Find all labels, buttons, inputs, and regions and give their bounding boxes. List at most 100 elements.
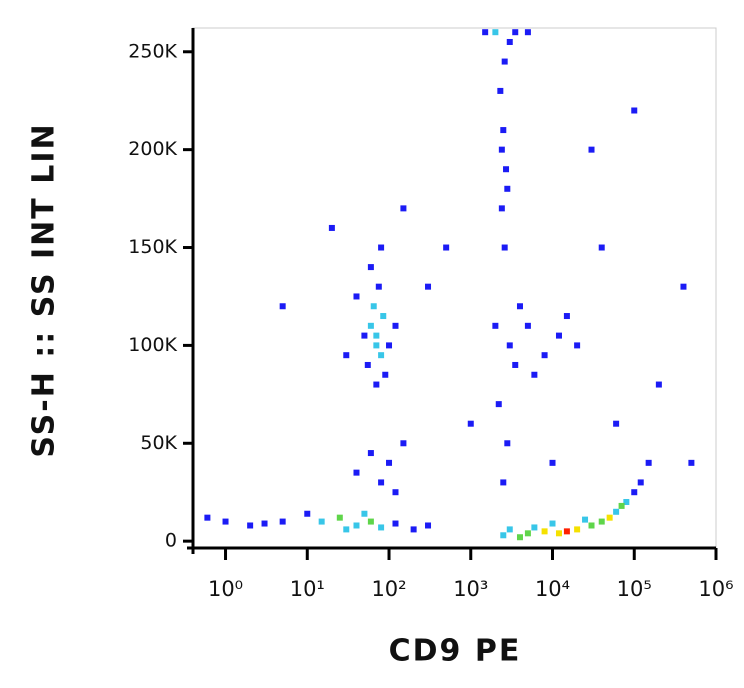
x-tick-label: 10⁵ [617,577,652,601]
point [506,38,513,45]
point [279,518,286,525]
point [524,322,531,329]
point [655,381,662,388]
point [503,166,510,173]
point [361,332,368,339]
point [516,303,523,310]
point [222,518,229,525]
y-tick-label: 0 [165,530,177,552]
point [361,510,368,517]
x-tick-label: 10³ [453,577,488,601]
point [582,516,589,523]
point [541,352,548,359]
plot-frame [192,27,717,549]
point [353,522,360,529]
point [631,107,638,114]
point [378,524,385,531]
point [495,401,502,408]
point [482,29,489,36]
point [204,514,211,521]
point [367,322,374,329]
point [541,528,548,535]
point [343,526,350,533]
point [618,502,625,509]
point [497,87,504,94]
point [492,29,499,36]
point [304,510,311,517]
y-tick-label: 200K [128,138,177,160]
point [588,146,595,153]
point [378,352,385,359]
point [425,522,432,529]
point [613,420,620,427]
point [279,303,286,310]
point [382,371,389,378]
point [516,534,523,541]
point [504,185,511,192]
point [492,322,499,329]
y-tick-label: 250K [128,40,177,62]
x-tick-label: 10⁴ [535,577,570,601]
point [378,244,385,251]
point [247,522,254,529]
point [531,524,538,531]
point [504,440,511,447]
y-tick-label: 150K [128,236,177,258]
point [501,58,508,65]
point [549,520,556,527]
x-tick-label: 10² [371,577,406,601]
point [512,29,519,36]
point [631,489,638,496]
point [370,303,377,310]
x-tick-label: 10⁰ [208,577,243,601]
point [574,526,581,533]
x-tick-label: 10¹ [290,577,325,601]
point [392,489,399,496]
point [467,420,474,427]
point [512,361,519,368]
point [563,528,570,535]
x-tick-label: 10⁶ [698,577,733,601]
point [613,508,620,515]
point [680,283,687,290]
point [501,244,508,251]
point [506,342,513,349]
y-axis-title: SS-H :: SS INT LIN [27,122,62,457]
point [373,332,380,339]
point [555,332,562,339]
point [498,205,505,212]
point [598,518,605,525]
point [400,440,407,447]
point [392,322,399,329]
point [410,526,417,533]
point [498,146,505,153]
point [623,498,630,505]
point [380,313,387,320]
point [531,371,538,378]
point [443,244,450,251]
point [336,514,343,521]
point [500,479,507,486]
point [328,224,335,231]
point [392,520,399,527]
point [598,244,605,251]
point [373,342,380,349]
point [373,381,380,388]
point [555,530,562,537]
y-tick-label: 50K [140,432,177,454]
point [367,264,374,271]
point [500,127,507,134]
point [386,459,393,466]
point [378,479,385,486]
point [506,526,513,533]
point [261,520,268,527]
point [574,342,581,349]
point [688,459,695,466]
point [637,479,644,486]
point [606,514,613,521]
point [645,459,652,466]
point [549,459,556,466]
point [343,352,350,359]
point [500,532,507,539]
